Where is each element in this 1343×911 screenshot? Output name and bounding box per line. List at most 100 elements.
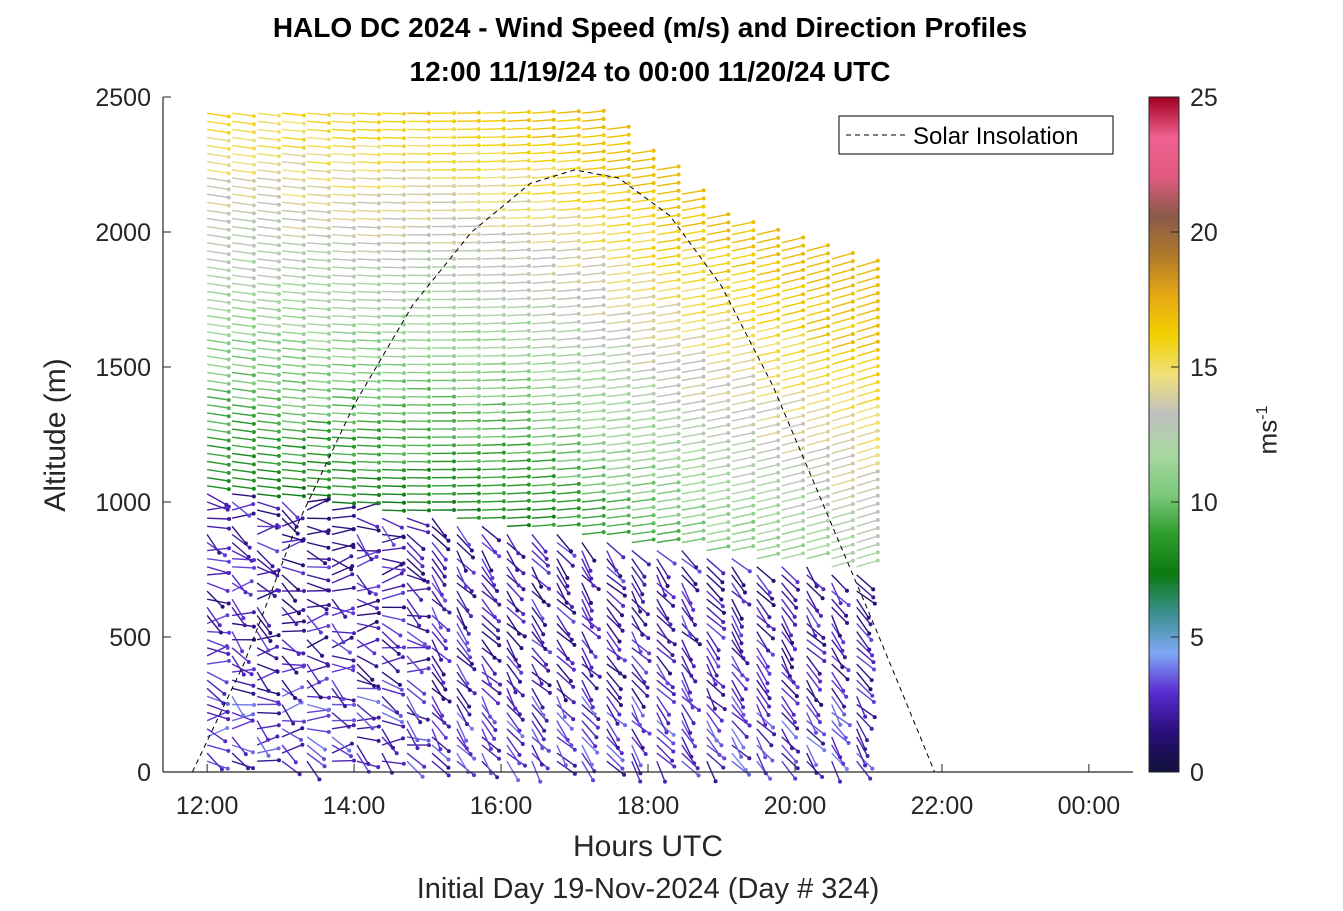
- wind-barb-tip: [814, 698, 819, 703]
- wind-barb: [431, 525, 449, 542]
- wind-barb: [831, 535, 854, 544]
- wind-barb-tip: [546, 748, 551, 753]
- wind-barb: [381, 306, 405, 309]
- wind-barb-tip: [452, 491, 456, 496]
- wind-barb-tip: [601, 157, 606, 162]
- wind-barb: [331, 712, 350, 728]
- wind-barb-tip: [544, 718, 549, 723]
- wind-barb-tip: [401, 568, 406, 573]
- wind-barb-tip: [241, 713, 246, 718]
- wind-barb: [431, 574, 443, 595]
- wind-barb-tip: [399, 571, 404, 576]
- wind-barb: [706, 448, 729, 455]
- wind-barb: [681, 432, 704, 438]
- wind-barb: [381, 614, 404, 621]
- y-tick-label: 1000: [95, 489, 151, 517]
- wind-barb: [806, 358, 829, 365]
- wind-barb: [556, 752, 576, 767]
- wind-barb-tip: [377, 493, 381, 497]
- wind-barb: [681, 408, 704, 414]
- wind-barb: [581, 490, 604, 495]
- wind-barb-tip: [601, 246, 606, 251]
- wind-barb: [281, 339, 304, 343]
- wind-barb-tip: [551, 263, 556, 268]
- wind-barb: [206, 331, 229, 336]
- wind-barb-tip: [327, 113, 331, 117]
- wind-barb-tip: [795, 766, 800, 771]
- wind-barb: [681, 246, 704, 252]
- wind-barb: [656, 473, 679, 479]
- wind-barb: [381, 631, 399, 648]
- chart-subtitle: 12:00 11/19/24 to 00:00 11/20/24 UTC: [409, 56, 891, 87]
- wind-barb: [231, 582, 252, 596]
- wind-barb: [856, 308, 879, 317]
- wind-barb-tip: [592, 769, 597, 774]
- wind-barb-tip: [276, 429, 281, 434]
- wind-barb: [606, 312, 629, 317]
- wind-barb-tip: [327, 226, 331, 231]
- wind-barb-tip: [776, 292, 781, 297]
- wind-barb-tip: [570, 661, 575, 666]
- wind-barb: [257, 371, 279, 376]
- wind-barb-tip: [501, 385, 506, 390]
- wind-barb-tip: [497, 602, 502, 607]
- wind-barb-tip: [726, 512, 731, 516]
- wind-barb-tip: [501, 248, 506, 253]
- wind-barb: [381, 509, 405, 512]
- wind-barb-tip: [590, 705, 595, 710]
- wind-barb-tip: [452, 410, 456, 415]
- wind-barb-tip: [626, 181, 631, 186]
- wind-barb-tip: [327, 234, 331, 239]
- wind-barb: [431, 704, 445, 724]
- wind-barb-tip: [766, 624, 771, 628]
- wind-barb-tip: [543, 647, 548, 651]
- wind-barb: [206, 727, 228, 738]
- wind-barb: [781, 744, 797, 763]
- wind-barb: [681, 327, 704, 333]
- wind-barb: [806, 728, 824, 745]
- wind-barb: [756, 536, 779, 544]
- wind-barb: [831, 381, 854, 390]
- wind-barb-tip: [402, 184, 406, 189]
- wind-barb: [281, 185, 304, 189]
- wind-barb-tip: [539, 584, 544, 589]
- wind-barb: [206, 298, 229, 304]
- wind-barb: [381, 444, 405, 447]
- wind-barb-tip: [401, 590, 405, 595]
- wind-barb-tip: [676, 415, 681, 420]
- wind-barb: [257, 112, 279, 117]
- wind-barb: [656, 238, 679, 244]
- wind-barb-tip: [301, 226, 306, 231]
- wind-barb-tip: [595, 750, 600, 755]
- wind-barb: [681, 615, 691, 637]
- wind-barb: [831, 752, 848, 770]
- wind-barb: [281, 153, 304, 157]
- wind-barb: [631, 287, 654, 293]
- wind-barb-tip: [521, 571, 526, 576]
- wind-barb: [781, 671, 799, 688]
- wind-barb-tip: [601, 513, 606, 518]
- wind-barb: [681, 489, 704, 495]
- wind-barb-tip: [651, 537, 656, 542]
- wind-barb-tip: [551, 449, 556, 454]
- wind-barb-tip: [701, 528, 706, 533]
- wind-barb: [856, 687, 875, 703]
- wind-barb-tip: [276, 340, 281, 345]
- wind-barb-tip: [539, 681, 544, 686]
- wind-barb-tip: [226, 651, 231, 656]
- wind-barb: [581, 614, 600, 630]
- wind-barb: [756, 496, 779, 503]
- wind-barb: [706, 598, 725, 614]
- wind-barb-tip: [647, 659, 652, 663]
- wind-barb-tip: [697, 708, 701, 713]
- wind-barb-tip: [249, 579, 254, 584]
- wind-barb: [531, 272, 554, 276]
- wind-barb-tip: [816, 713, 821, 718]
- wind-barb: [231, 631, 243, 652]
- wind-barb: [806, 598, 822, 617]
- wind-barb-tip: [741, 705, 746, 710]
- wind-barb: [306, 282, 330, 286]
- wind-barb-tip: [326, 578, 331, 583]
- wind-barb-tip: [274, 525, 279, 530]
- wind-barb: [556, 151, 579, 155]
